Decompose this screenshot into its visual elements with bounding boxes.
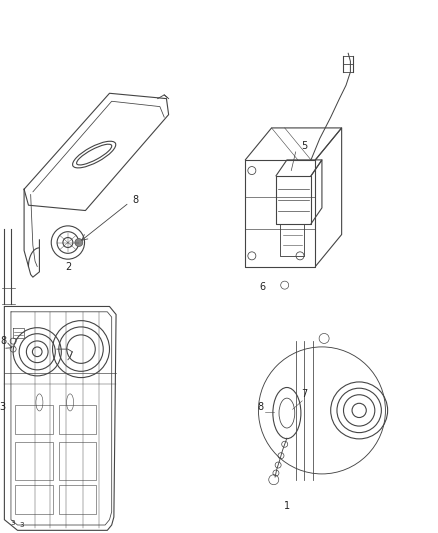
Text: 8: 8 xyxy=(258,402,264,413)
Bar xyxy=(59,405,96,434)
Text: 3: 3 xyxy=(11,520,15,526)
Text: 1: 1 xyxy=(284,501,290,511)
Bar xyxy=(15,442,53,480)
Text: 3: 3 xyxy=(0,402,5,413)
Text: 3: 3 xyxy=(20,522,24,528)
Bar xyxy=(15,405,53,434)
Bar xyxy=(15,485,53,514)
Text: 8: 8 xyxy=(0,336,6,346)
Bar xyxy=(59,485,96,514)
Circle shape xyxy=(75,238,83,247)
Text: 2: 2 xyxy=(65,262,71,271)
Text: 5: 5 xyxy=(301,141,307,151)
Text: 8: 8 xyxy=(133,195,139,205)
Text: 6: 6 xyxy=(260,282,266,293)
Text: 7: 7 xyxy=(301,389,307,399)
Bar xyxy=(59,442,96,480)
